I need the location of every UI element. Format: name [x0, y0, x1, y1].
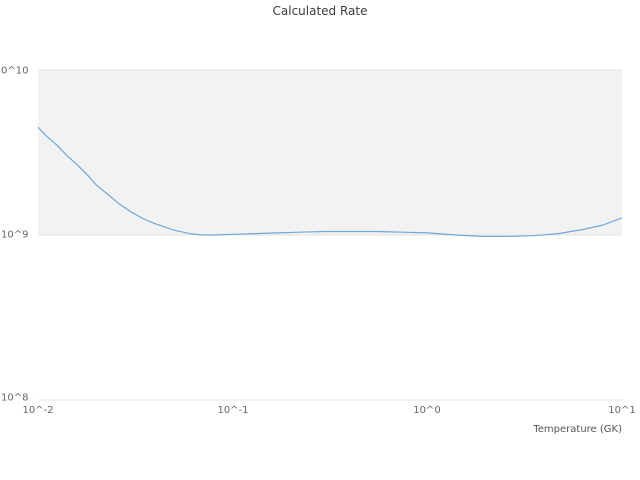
y-tick-1e8: 10^8 — [1, 392, 29, 404]
chart-title: Calculated Rate — [272, 4, 368, 18]
x-axis-label: Temperature (GK) — [533, 424, 622, 435]
x-tick-1e0: 10^0 — [413, 405, 441, 416]
y-tick-1e10: 0^10 — [1, 65, 29, 77]
x-tick-1e-2: 10^-2 — [22, 405, 54, 416]
rate-line-plot — [37, 69, 623, 401]
decade-band — [38, 70, 622, 235]
x-tick-1e-1: 10^-1 — [217, 405, 249, 416]
rate-line-series — [37, 126, 623, 237]
y-tick-1e9: 10^9 — [1, 229, 29, 241]
x-tick-1e1: 10^1 — [608, 405, 636, 416]
